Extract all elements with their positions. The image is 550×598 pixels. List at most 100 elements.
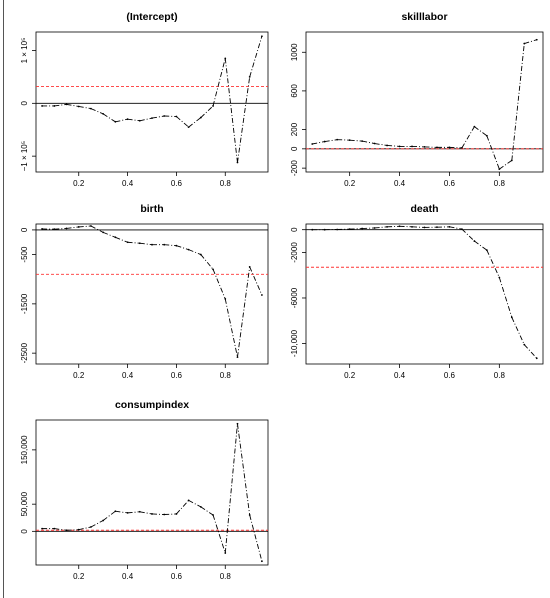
series-segment (474, 126, 488, 137)
data-point (323, 228, 326, 231)
data-point (510, 316, 513, 319)
plot-panel-2: skilllabor 0.2 0.4 0.6 0.8 -200 0 200 600 1000 (290, 11, 544, 188)
data-point (163, 243, 166, 246)
data-point (311, 228, 314, 231)
series-segment (511, 317, 525, 345)
x-tick-label: 0.4 (122, 572, 134, 581)
plot-area (306, 225, 543, 360)
series-segment (102, 231, 116, 238)
data-point (224, 552, 227, 554)
y-tick-label: 0 (290, 227, 299, 232)
plot-panel-1: (Intercept) 0.2 0.4 0.6 0.8 −1 × 10⁵ 0 1 × 10⁵ (20, 11, 269, 188)
data-point (236, 356, 239, 358)
data-point (126, 241, 129, 244)
data-point (423, 145, 426, 148)
data-point (498, 276, 501, 279)
y-tick-label: -1500 (20, 293, 29, 314)
data-point (248, 265, 251, 268)
series-segment (54, 227, 67, 230)
data-point (199, 505, 202, 508)
y-tick-label: −1 × 10⁵ (20, 141, 29, 171)
data-point (260, 35, 263, 38)
series-segment (237, 76, 251, 163)
data-point (65, 227, 68, 230)
plot-frame (305, 223, 544, 365)
series-segment (78, 106, 92, 110)
plot-area (306, 38, 543, 171)
data-point (163, 115, 166, 117)
series-segment (362, 140, 375, 144)
x-tick-label: 0.8 (220, 179, 232, 188)
y-tick-label: -2000 (290, 242, 299, 263)
data-point (41, 527, 44, 530)
data-point (436, 226, 438, 229)
plot-title: consumpindex (115, 399, 189, 411)
plot-title: (Intercept) (126, 11, 177, 23)
data-point (102, 519, 105, 522)
data-point (199, 253, 202, 256)
data-point (53, 228, 56, 231)
series-segment (176, 245, 189, 251)
plot-title: skilllabor (401, 11, 447, 23)
series-segment (164, 244, 177, 247)
series-segment (349, 139, 363, 142)
series-segment (164, 115, 177, 117)
data-point (114, 510, 117, 513)
series-segment (249, 266, 263, 296)
x-tick-label: 0.2 (73, 371, 85, 380)
data-point (336, 228, 339, 231)
plot-area (36, 35, 268, 164)
series-segment (176, 500, 189, 515)
series-segment (237, 266, 251, 358)
plot-frame (35, 419, 269, 566)
x-tick-label: 0.8 (220, 371, 232, 380)
y-tick-label: -2500 (20, 342, 29, 363)
series-segment (115, 118, 128, 123)
series-segment (524, 39, 537, 45)
series-segment (115, 510, 128, 514)
data-point (236, 422, 239, 425)
series-segment (412, 226, 425, 228)
x-tick-label: 0.4 (394, 371, 406, 380)
x-tick-label: 0.4 (122, 371, 134, 380)
series-segment (486, 135, 500, 170)
data-point (187, 499, 190, 502)
data-point (386, 225, 388, 228)
x-tick-label: 0.4 (394, 179, 406, 188)
data-point (224, 57, 227, 60)
series-segment (212, 58, 226, 107)
series-segment (212, 269, 226, 300)
series-segment (200, 105, 214, 118)
series-segment (324, 139, 338, 143)
series-segment (511, 43, 525, 161)
data-point (510, 159, 513, 162)
data-point (126, 118, 129, 121)
data-point (473, 240, 476, 242)
data-point (248, 76, 251, 78)
series-segment (349, 228, 363, 230)
data-point (151, 243, 153, 246)
series-segment (374, 143, 388, 146)
series-segment (387, 144, 400, 147)
x-tick-label: 0.2 (344, 371, 356, 380)
series-segment (224, 58, 238, 163)
data-point (41, 105, 44, 107)
series-segment (249, 36, 263, 78)
data-point (336, 138, 339, 141)
data-point (348, 139, 351, 142)
data-point (41, 228, 44, 230)
series-segment (90, 520, 104, 528)
data-point (212, 514, 214, 516)
data-point (187, 248, 190, 251)
x-tick-label: 0.8 (494, 371, 506, 380)
data-point (175, 115, 178, 118)
series-segment (486, 249, 500, 278)
x-tick-label: 0.8 (494, 179, 506, 188)
data-point (323, 140, 326, 143)
data-point (448, 225, 451, 228)
data-point (311, 143, 314, 145)
series-segment (127, 241, 140, 244)
data-point (212, 105, 214, 107)
data-point (236, 161, 239, 164)
